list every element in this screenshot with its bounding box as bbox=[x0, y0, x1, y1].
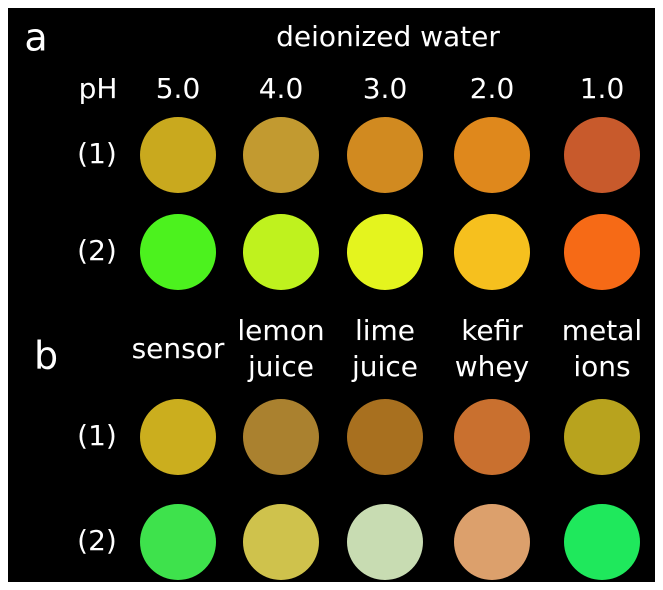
row-header: pH bbox=[79, 72, 118, 105]
sample-spot bbox=[347, 117, 423, 193]
column-label: ions bbox=[573, 350, 630, 383]
sample-spot bbox=[243, 399, 319, 475]
column-label: 4.0 bbox=[259, 72, 304, 105]
column-label: 2.0 bbox=[470, 72, 515, 105]
sample-spot bbox=[454, 214, 530, 290]
sample-spot bbox=[243, 117, 319, 193]
column-label: whey bbox=[455, 350, 529, 383]
column-label: 3.0 bbox=[363, 72, 408, 105]
column-label: 5.0 bbox=[156, 72, 201, 105]
column-label: lime bbox=[355, 314, 415, 347]
sample-spot bbox=[454, 504, 530, 580]
row-label: (2) bbox=[77, 234, 117, 267]
column-label: kefir bbox=[461, 314, 523, 347]
panel-label: b bbox=[34, 334, 58, 378]
column-label: juice bbox=[247, 350, 314, 383]
sample-spot bbox=[564, 214, 640, 290]
row-label: (2) bbox=[77, 524, 117, 557]
sample-spot bbox=[140, 214, 216, 290]
sample-spot bbox=[564, 504, 640, 580]
sample-spot bbox=[564, 117, 640, 193]
row-label: (1) bbox=[77, 419, 117, 452]
sample-spot bbox=[243, 504, 319, 580]
column-label: 1.0 bbox=[580, 72, 625, 105]
figure: a deionized water pH b 5.0 4.0 3.0 2.0 1.0 (1… bbox=[0, 0, 663, 590]
sample-spot bbox=[347, 504, 423, 580]
sample-spot bbox=[140, 504, 216, 580]
column-label: lemon bbox=[237, 314, 324, 347]
panel-title: deionized water bbox=[276, 20, 500, 53]
sample-spot bbox=[140, 399, 216, 475]
sample-spot bbox=[243, 214, 319, 290]
sample-spot bbox=[140, 117, 216, 193]
sample-spot bbox=[454, 399, 530, 475]
panel-label: a bbox=[24, 16, 47, 60]
sample-spot bbox=[347, 399, 423, 475]
sample-spot bbox=[564, 399, 640, 475]
column-label: metal bbox=[562, 314, 642, 347]
sample-spot bbox=[347, 214, 423, 290]
column-label: juice bbox=[351, 350, 418, 383]
sample-spot bbox=[454, 117, 530, 193]
row-label: (1) bbox=[77, 137, 117, 170]
column-label: sensor bbox=[132, 332, 225, 365]
